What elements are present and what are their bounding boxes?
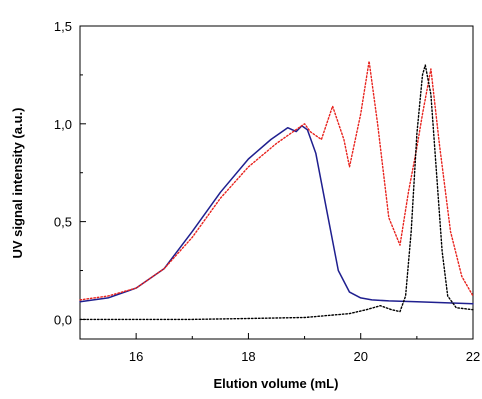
y-tick-label: 1,0 <box>54 117 72 132</box>
y-tick-label: 0,5 <box>54 215 72 230</box>
series-line-1 <box>79 125 474 305</box>
plot-frame <box>79 25 474 340</box>
x-tick-label: 16 <box>129 349 143 364</box>
x-tick-label: 20 <box>353 349 367 364</box>
series-line-3 <box>79 64 474 321</box>
axis-tick-labels: 16 18 20 22 0,0 0,5 1,0 1,5 <box>54 19 480 364</box>
y-axis-title: UV signal intensity (a.u.) <box>10 108 25 259</box>
series-layer <box>79 60 474 321</box>
x-axis-title: Elution volume (mL) <box>214 376 339 391</box>
x-tick-label: 22 <box>466 349 480 364</box>
y-tick-label: 0,0 <box>54 312 72 327</box>
y-tick-label: 1,5 <box>54 19 72 34</box>
series-line-2 <box>79 60 474 301</box>
x-tick-label: 18 <box>241 349 255 364</box>
